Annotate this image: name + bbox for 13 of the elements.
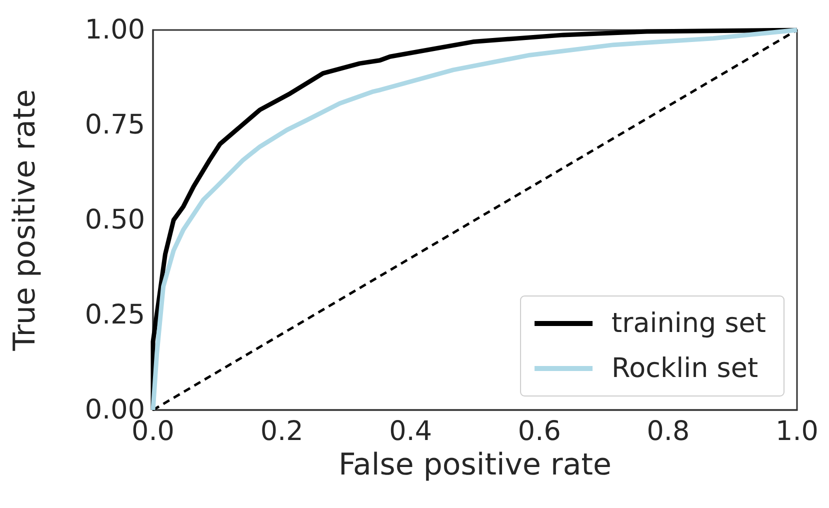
x-tick-label: 0.6 (518, 416, 561, 447)
x-axis-title: False positive rate (338, 447, 612, 482)
x-tick-label: 1.0 (776, 416, 818, 447)
y-tick-label: 0.50 (84, 204, 145, 236)
y-axis-title: True positive rate (8, 89, 42, 352)
x-tick-label: 0.8 (646, 416, 690, 447)
y-tick-label: 0.25 (84, 300, 145, 330)
legend-label: Rocklin set (612, 353, 758, 384)
legend-label: training set (612, 308, 766, 339)
x-tick-label: 0.4 (389, 416, 432, 447)
x-tick-label: 0.2 (260, 416, 304, 447)
y-tick-label: 1.00 (84, 14, 145, 46)
y-tick-label: 0.75 (84, 110, 145, 140)
